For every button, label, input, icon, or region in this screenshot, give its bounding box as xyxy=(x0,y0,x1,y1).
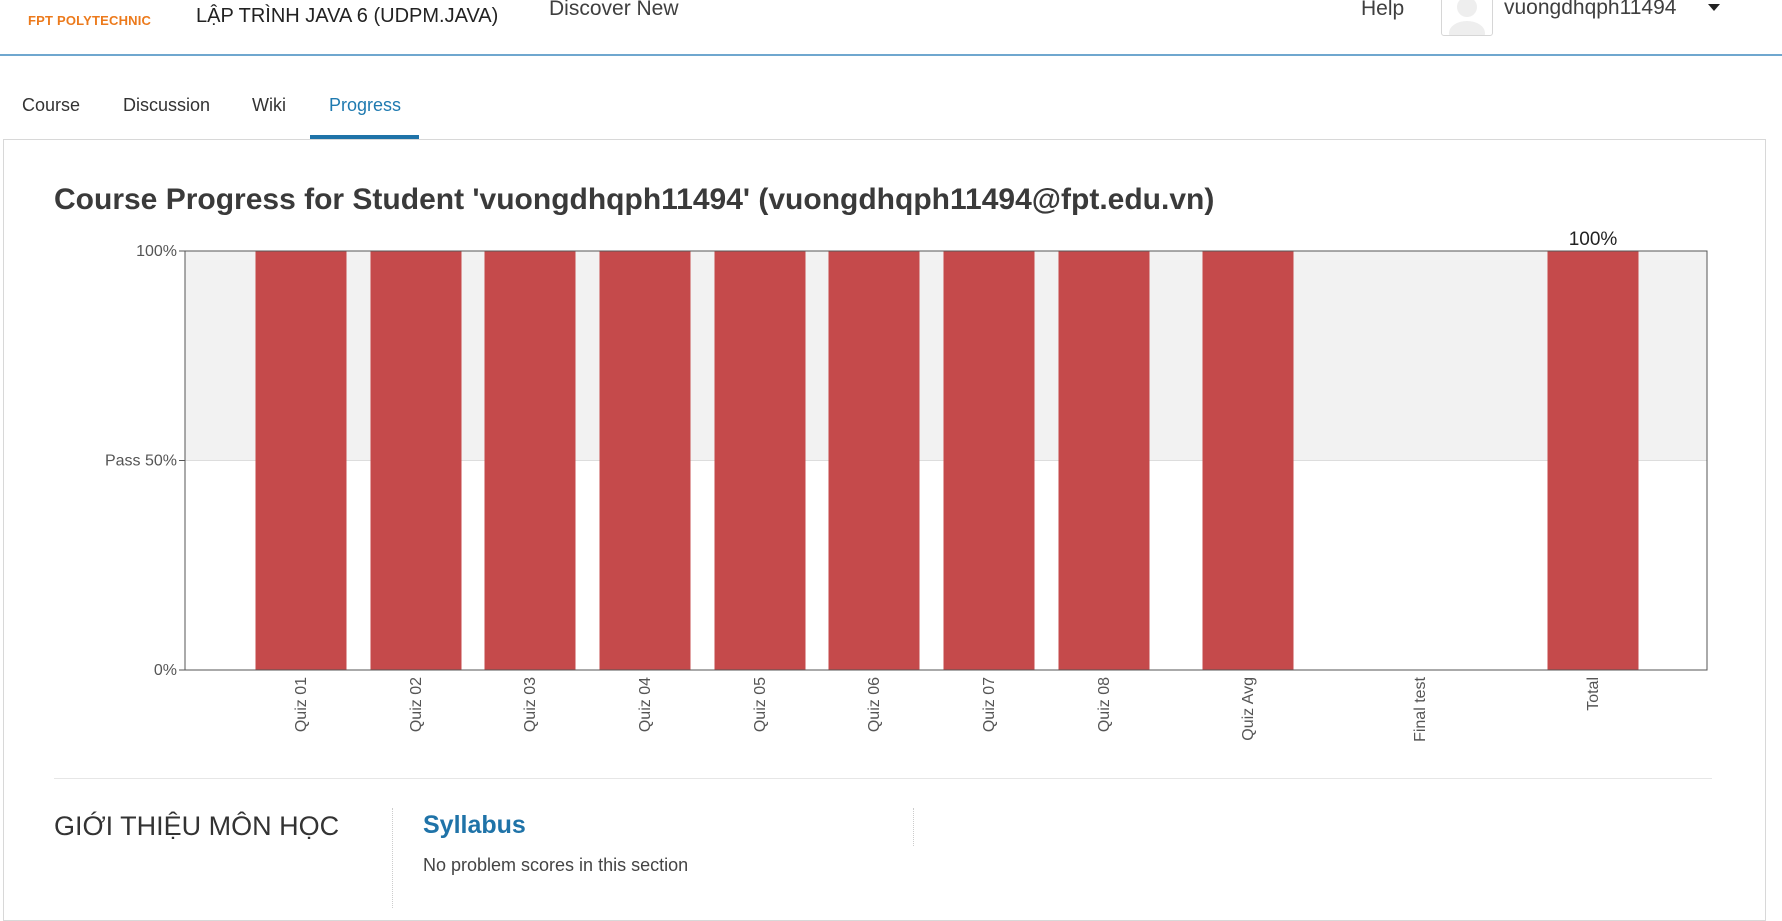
tab-course[interactable]: Course xyxy=(22,95,81,115)
x-tick-label: Quiz Avg xyxy=(1240,677,1257,741)
x-tick-label: Final test xyxy=(1412,676,1429,741)
logo-text: FPT POLYTECHNIC xyxy=(28,13,152,28)
x-tick-label: Quiz 08 xyxy=(1096,677,1113,732)
x-tick-label: Quiz 03 xyxy=(522,677,539,732)
x-tick-label: Quiz 04 xyxy=(637,677,654,732)
y-tick-label: 100% xyxy=(136,243,177,260)
x-tick-label: Quiz 06 xyxy=(866,677,883,732)
y-tick-label: 0% xyxy=(154,662,177,679)
tab-progress[interactable]: Progress xyxy=(329,95,402,115)
chart-bar xyxy=(1202,251,1294,670)
user-avatar-icon xyxy=(1449,0,1485,35)
y-tick-label: Pass 50% xyxy=(105,453,177,470)
username-label[interactable]: vuongdhqph11494 xyxy=(1504,0,1677,19)
chart-bar xyxy=(255,251,347,670)
active-tab-indicator xyxy=(310,135,419,140)
no-scores-note: No problem scores in this section xyxy=(423,855,689,875)
discover-new-link[interactable]: Discover New xyxy=(549,0,679,20)
chart-bar xyxy=(484,251,576,670)
x-tick-label: Quiz 02 xyxy=(408,677,425,732)
column-separator xyxy=(913,808,914,846)
help-link[interactable]: Help xyxy=(1361,0,1405,20)
chevron-down-icon[interactable] xyxy=(1708,4,1720,11)
data-label: 100% xyxy=(1569,229,1618,250)
chart-bar xyxy=(943,251,1035,670)
avatar[interactable] xyxy=(1441,0,1493,36)
course-title[interactable]: LẬP TRÌNH JAVA 6 (UDPM.JAVA) xyxy=(196,5,499,27)
fpt-polytechnic-logo[interactable]: FPT POLYTECHNIC xyxy=(24,0,174,32)
logo-mark-icon xyxy=(52,0,92,6)
section-divider xyxy=(54,778,1712,779)
x-tick-label: Quiz 05 xyxy=(752,677,769,732)
tab-wiki[interactable]: Wiki xyxy=(252,95,286,115)
top-header: FPT POLYTECHNIC LẬP TRÌNH JAVA 6 (UDPM.J… xyxy=(0,0,1782,56)
x-tick-label: Quiz 01 xyxy=(293,677,310,732)
chart-bar xyxy=(828,251,920,670)
chart-bar xyxy=(370,251,462,670)
chart-bar xyxy=(1547,251,1639,670)
column-separator xyxy=(392,808,393,908)
chart-bar xyxy=(1058,251,1150,670)
tab-discussion[interactable]: Discussion xyxy=(123,95,211,115)
syllabus-link[interactable]: Syllabus xyxy=(423,811,526,839)
course-tabs: Course Discussion Wiki Progress xyxy=(0,90,900,140)
section-title: GIỚI THIỆU MÔN HỌC xyxy=(54,811,340,841)
progress-chart: Quiz 01 Quiz 02 Quiz 03 Quiz 04 Quiz 05 Quiz … xyxy=(105,229,1708,742)
chart-bar xyxy=(714,251,806,670)
x-tick-label: Quiz 07 xyxy=(981,677,998,732)
chart-bar xyxy=(599,251,691,670)
page-title: Course Progress for Student 'vuongdhqph1… xyxy=(54,183,1215,216)
x-tick-label: Total xyxy=(1585,677,1602,711)
